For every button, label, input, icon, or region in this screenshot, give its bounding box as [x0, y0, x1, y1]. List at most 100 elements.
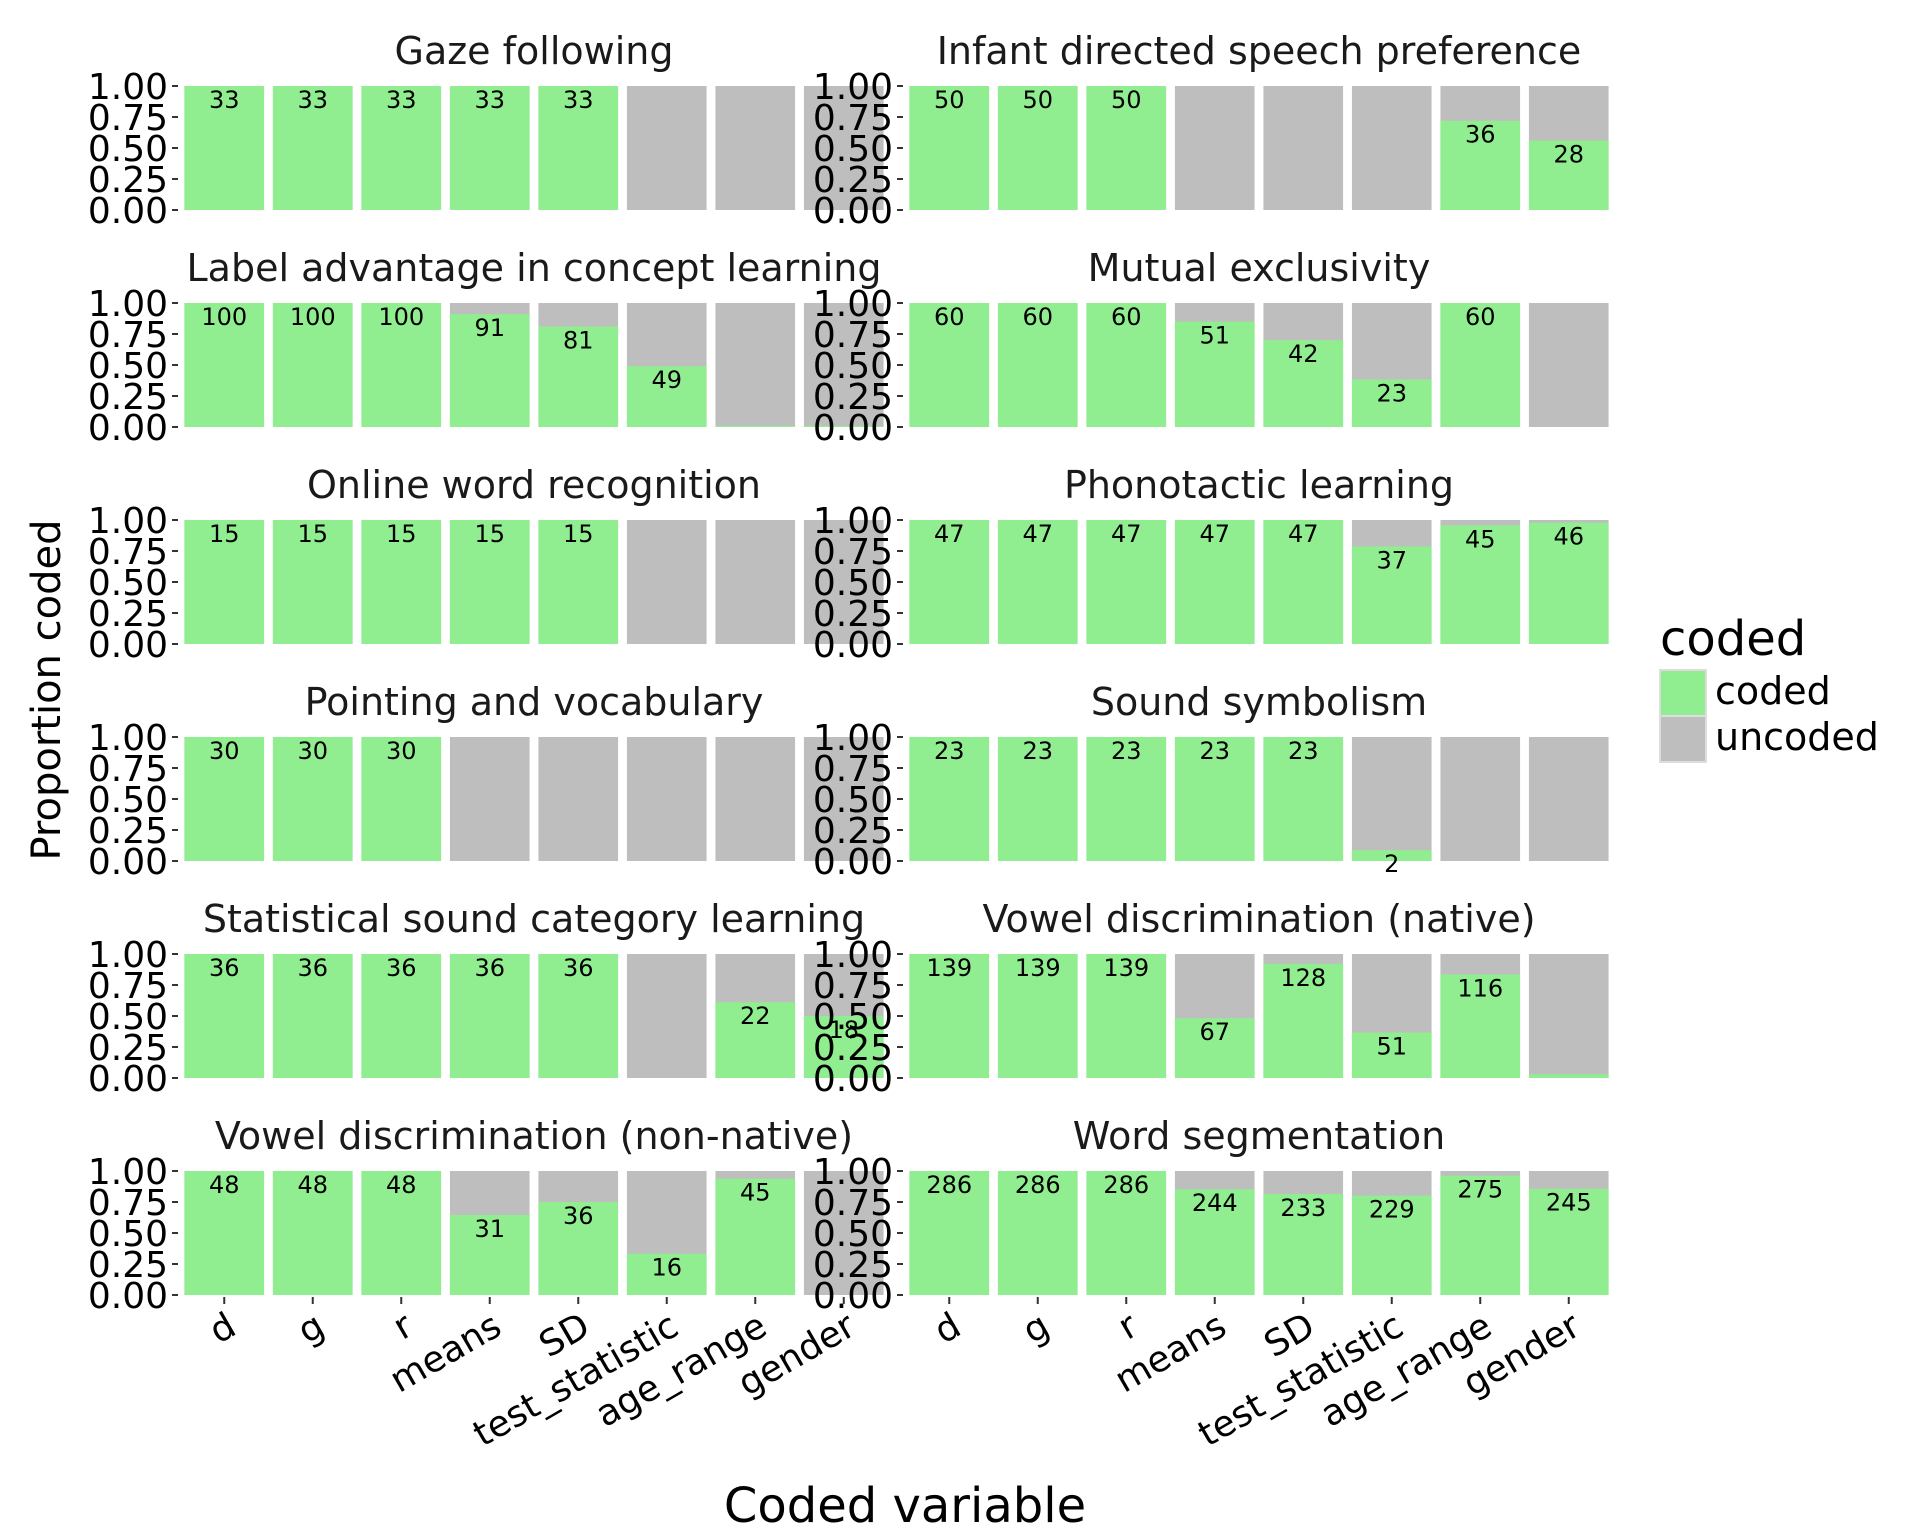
y-tick-label: 0.75 [813, 749, 893, 790]
y-tick-label: 0.50 [88, 1214, 168, 1255]
y-tick-label: 0.75 [88, 532, 168, 573]
count-label: 81 [563, 327, 594, 355]
facet-panel: Statistical sound category learning0.000… [88, 897, 884, 1100]
count-label: 286 [1015, 1171, 1061, 1199]
y-tick-label: 0.50 [813, 1214, 893, 1255]
bar-coded [715, 1002, 796, 1078]
y-tick-label: 0.50 [88, 129, 168, 170]
count-label: 50 [934, 86, 965, 114]
facet-title: Phonotactic learning [1064, 463, 1454, 507]
facet-title: Word segmentation [1073, 1114, 1446, 1158]
bar-coded [909, 86, 990, 210]
count-label: 245 [1546, 1189, 1592, 1217]
y-tick-label: 0.75 [88, 98, 168, 139]
facet-panel: Vowel discrimination (native) 0.000.250.5… [813, 897, 1609, 1100]
count-label: 30 [209, 737, 240, 765]
bar-coded [184, 1171, 265, 1295]
y-tick-label: 0.25 [88, 160, 168, 201]
y-tick-label: 1.00 [88, 284, 168, 325]
bar-coded [1263, 340, 1344, 427]
count-label: 33 [209, 86, 240, 114]
bar-coded [361, 1171, 442, 1295]
y-tick-label: 1.00 [88, 718, 168, 759]
y-tick-label: 0.75 [813, 315, 893, 356]
bar-coded [1086, 520, 1167, 644]
bar-coded [997, 86, 1078, 210]
y-tick-label: 0.25 [88, 1245, 168, 1286]
bar-coded [361, 520, 442, 644]
bar-uncoded [1351, 737, 1432, 861]
bar-coded [626, 1253, 707, 1295]
count-label: 36 [209, 954, 240, 982]
bar-coded [1440, 303, 1521, 427]
y-tick-label: 0.75 [88, 966, 168, 1007]
bar-coded [272, 737, 353, 861]
y-tick-label: 0.00 [813, 408, 893, 449]
count-label: 229 [1369, 1196, 1415, 1224]
bar-coded [272, 1171, 353, 1295]
y-tick-label: 0.75 [813, 966, 893, 1007]
y-tick-label: 1.00 [813, 935, 893, 976]
count-label: 100 [378, 303, 424, 331]
count-label: 47 [1022, 520, 1053, 548]
count-label: 48 [386, 1171, 417, 1199]
count-label: 30 [386, 737, 417, 765]
legend-swatch [1659, 669, 1707, 717]
bar-coded [272, 303, 353, 427]
y-tick-label: 0.25 [813, 1028, 893, 1069]
legend-title: coded [1660, 611, 1806, 667]
bar-uncoded [449, 737, 530, 861]
count-label: 23 [1199, 737, 1230, 765]
bar-coded [184, 86, 265, 210]
bar-coded [1086, 737, 1167, 861]
bar-coded [449, 1214, 530, 1295]
y-tick-label: 0.25 [88, 377, 168, 418]
bar-coded [909, 303, 990, 427]
bar-coded [909, 520, 990, 644]
count-label: 47 [1111, 520, 1142, 548]
facet-panel: Sound symbolism 0.000.250.500.751.00 23 23 2… [813, 680, 1609, 883]
count-label: 36 [563, 954, 594, 982]
y-tick-label: 0.00 [88, 408, 168, 449]
bar-coded [1351, 850, 1432, 861]
bar-coded [909, 1171, 990, 1295]
count-label: 36 [1465, 121, 1496, 149]
y-tick-label: 1.00 [88, 1152, 168, 1193]
bar-coded [538, 520, 619, 644]
count-label: 30 [297, 737, 328, 765]
bar-coded [449, 314, 530, 427]
y-tick-label: 0.00 [88, 625, 168, 666]
y-tick-label: 1.00 [813, 718, 893, 759]
bar-coded [715, 425, 796, 427]
y-tick-label: 0.00 [88, 1059, 168, 1100]
count-label: 46 [1553, 523, 1584, 551]
bar-coded [1086, 303, 1167, 427]
bar-coded [538, 326, 619, 427]
facet-panel: Phonotactic learning 0.000.250.500.751.00… [813, 463, 1609, 666]
bar-coded [997, 303, 1078, 427]
bar-coded [1263, 737, 1344, 861]
bar-coded [184, 737, 265, 861]
bar-coded [1351, 379, 1432, 427]
bar-coded [184, 520, 265, 644]
bar-coded [449, 520, 530, 644]
y-tick-label: 0.25 [813, 594, 893, 635]
count-label: 33 [563, 86, 594, 114]
bar-coded [1351, 1195, 1432, 1295]
y-tick-label: 0.25 [88, 1028, 168, 1069]
y-tick-label: 0.75 [88, 315, 168, 356]
bar-uncoded [803, 520, 884, 644]
bar-uncoded [803, 737, 884, 861]
bar-coded [1528, 522, 1609, 644]
facet-panel: Label advantage in concept learning0.000… [88, 246, 884, 449]
bar-uncoded [538, 737, 619, 861]
facet-title: Gaze following [395, 29, 674, 73]
y-tick-label: 0.50 [813, 780, 893, 821]
count-label: 233 [1280, 1194, 1326, 1222]
y-tick-label: 0.50 [813, 129, 893, 170]
y-tick-label: 0.25 [88, 594, 168, 635]
y-tick-label: 1.00 [88, 67, 168, 108]
bar-uncoded [626, 520, 707, 644]
y-tick-label: 0.75 [813, 98, 893, 139]
